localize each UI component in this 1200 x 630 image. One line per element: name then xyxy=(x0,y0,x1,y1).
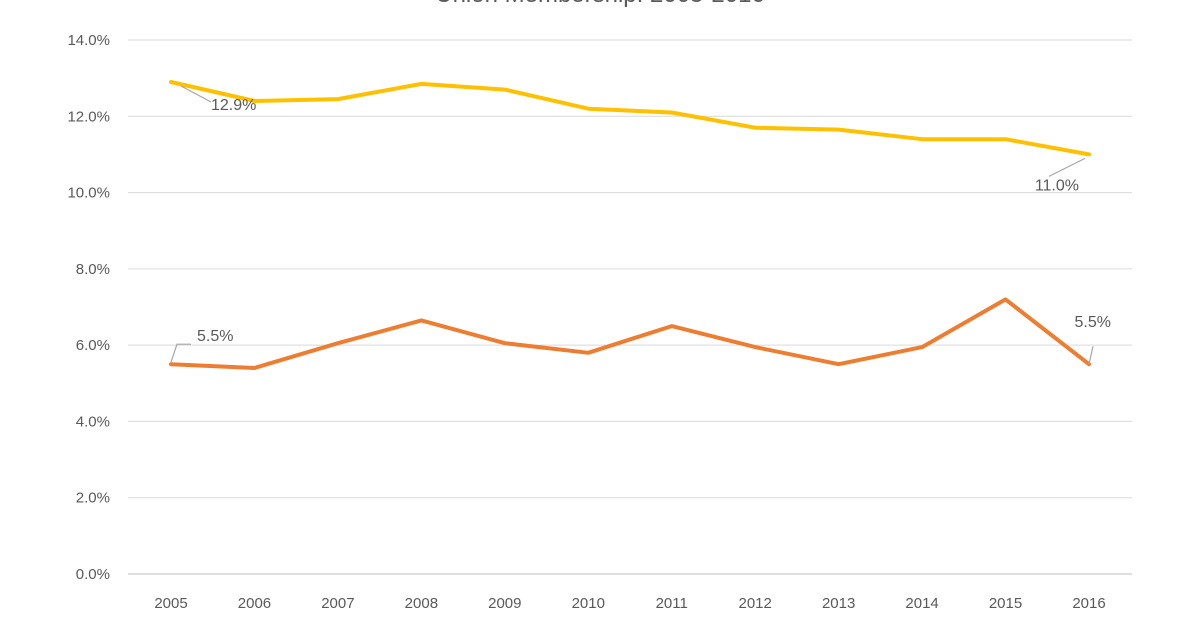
data-label-leader xyxy=(1048,157,1086,177)
x-tick-label: 2014 xyxy=(905,595,938,612)
x-tick-label: 2013 xyxy=(822,595,855,612)
y-tick-label: 0.0% xyxy=(76,566,110,583)
x-axis-tick-labels: 2005 2006 2007 2008 2009 2010 2011 2012 2013 2014… xyxy=(154,595,1105,612)
series-lines xyxy=(169,80,1091,370)
y-tick-label: 8.0% xyxy=(76,261,110,278)
x-tick-label: 2009 xyxy=(488,595,521,612)
data-label-leader xyxy=(1088,346,1094,365)
y-tick-label: 10.0% xyxy=(67,185,110,202)
x-tick-label: 2006 xyxy=(238,595,271,612)
x-tick-label: 2015 xyxy=(989,595,1022,612)
x-tick-label: 2012 xyxy=(738,595,771,612)
x-tick-label: 2008 xyxy=(405,595,438,612)
data-label: 11.0% xyxy=(1035,177,1079,194)
y-tick-label: 2.0% xyxy=(76,490,110,507)
y-axis-tick-labels: 0.0% 2.0% 4.0% 6.0% 8.0% 10.0% 12.0% 14.0% xyxy=(67,32,110,583)
data-labels: 12.9% 11.0% 5.5% 5.5% xyxy=(197,97,1111,345)
data-label: 5.5% xyxy=(1075,314,1111,331)
x-tick-label: 2010 xyxy=(572,595,605,612)
data-label: 12.9% xyxy=(211,97,256,114)
y-tick-label: 12.0% xyxy=(67,108,110,125)
data-label: 5.5% xyxy=(197,328,233,345)
series-line-2 xyxy=(169,297,1091,370)
y-tick-label: 6.0% xyxy=(76,337,110,354)
chart-title: Union Membership: 2005-2016 xyxy=(435,0,765,8)
series-line-1 xyxy=(169,80,1091,157)
data-label-leaders xyxy=(170,85,1094,365)
data-label-leader xyxy=(170,343,191,363)
gridlines xyxy=(128,39,1132,575)
data-label-leader xyxy=(180,85,212,103)
x-tick-label: 2007 xyxy=(321,595,354,612)
x-tick-label: 2016 xyxy=(1072,595,1105,612)
y-tick-label: 14.0% xyxy=(67,32,110,49)
x-tick-label: 2005 xyxy=(154,595,187,612)
x-tick-label: 2011 xyxy=(656,595,688,612)
y-tick-label: 4.0% xyxy=(76,413,110,430)
